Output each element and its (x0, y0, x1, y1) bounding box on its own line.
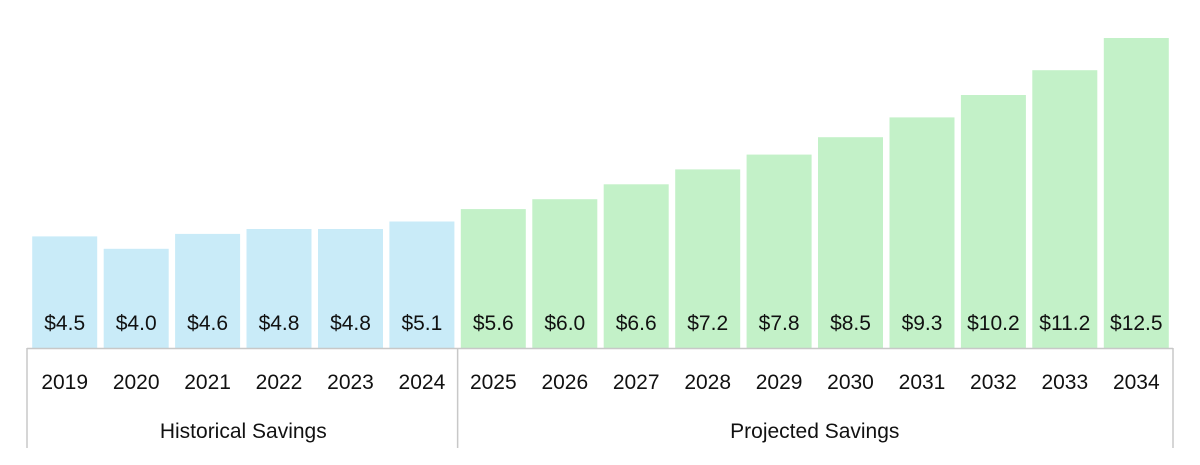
value-label-2029: $7.8 (759, 312, 800, 335)
value-label-2020: $4.0 (116, 312, 157, 335)
value-label-2021: $4.6 (187, 312, 228, 335)
category-labels-layer: 2019 2020 2021 2022 2023 2024 2025 2026 2027 2028… (41, 371, 1160, 394)
category-label-2022: 2022 (256, 371, 303, 394)
category-label-2023: 2023 (327, 371, 374, 394)
value-label-2032: $10.2 (967, 312, 1020, 335)
bar-2027 (603, 184, 669, 348)
bar-2019 (32, 236, 98, 348)
category-label-2033: 2033 (1041, 371, 1088, 394)
bar-2033 (1032, 70, 1098, 348)
value-label-2022: $4.8 (259, 312, 300, 335)
bar-2025 (460, 209, 526, 348)
bar-2031 (889, 117, 955, 349)
category-label-2029: 2029 (756, 371, 803, 394)
value-label-2026: $6.0 (544, 312, 585, 335)
value-label-2034: $12.5 (1110, 312, 1163, 335)
value-label-2027: $6.6 (616, 312, 657, 335)
category-label-2030: 2030 (827, 371, 874, 394)
value-labels-layer: $4.5 $4.0 $4.6 $4.8 $4.8 $5.1 $5.6 $6.0 $6.6 $7.2… (44, 312, 1162, 335)
category-label-2032: 2032 (970, 371, 1017, 394)
bar-2024 (389, 221, 455, 348)
value-label-2033: $11.2 (1039, 312, 1090, 335)
category-label-2020: 2020 (113, 371, 160, 394)
value-label-2024: $5.1 (401, 312, 442, 335)
bar-2034 (1103, 38, 1169, 348)
category-axis (26, 347, 1174, 448)
bar-2029 (746, 154, 812, 348)
bar-2021 (175, 233, 241, 348)
bar-2020 (103, 248, 169, 348)
category-label-2025: 2025 (470, 371, 517, 394)
value-label-2030: $8.5 (830, 312, 871, 335)
category-label-2028: 2028 (684, 371, 731, 394)
bar-2022 (246, 229, 312, 348)
value-label-2031: $9.3 (902, 312, 943, 335)
group-labels-layer: Historical Savings Projected Savings (160, 420, 900, 443)
bar-2030 (818, 137, 883, 348)
value-label-2023: $4.8 (330, 312, 371, 335)
category-label-2031: 2031 (899, 371, 946, 394)
category-label-2027: 2027 (613, 371, 660, 394)
category-label-2034: 2034 (1113, 371, 1160, 394)
value-label-2025: $5.6 (473, 312, 514, 335)
bars-layer (32, 38, 1169, 349)
group-label-1: Projected Savings (730, 420, 899, 443)
bar-2028 (675, 169, 741, 348)
category-label-2019: 2019 (41, 371, 88, 394)
category-label-2026: 2026 (541, 371, 588, 394)
value-label-2019: $4.5 (44, 312, 85, 335)
bar-2023 (318, 229, 383, 348)
bar-2032 (960, 95, 1026, 348)
category-label-2024: 2024 (399, 371, 446, 394)
value-label-2028: $7.2 (687, 312, 728, 335)
group-label-0: Historical Savings (160, 420, 327, 443)
category-label-2021: 2021 (184, 371, 231, 394)
bar-2026 (532, 199, 598, 348)
